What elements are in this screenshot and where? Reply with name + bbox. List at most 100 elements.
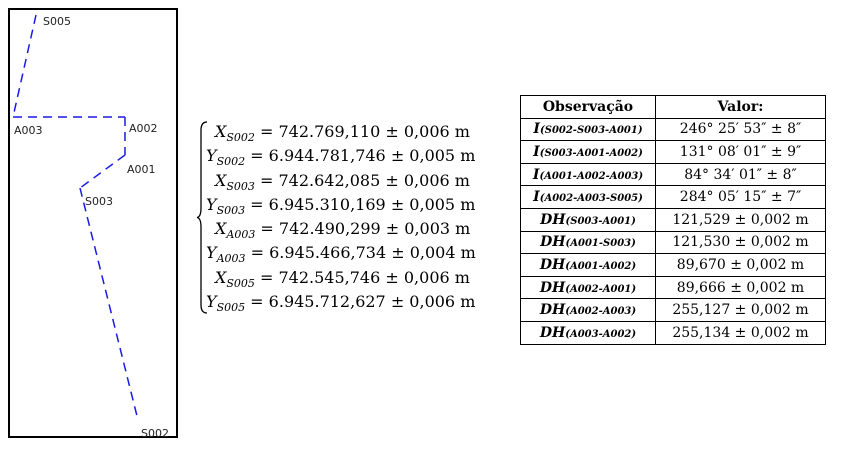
observation-value: 131° 08′ 01″ ± 9″ [655,140,826,164]
observation-stations: (A002-A003-S005) [539,193,643,205]
table-row: DH(S003-A001) 121,529 ± 0,002 m [520,207,826,232]
observation-value: 284° 05′ 15″ ± 7″ [655,185,826,209]
observation-cell: DH(S003-A001) [520,207,656,232]
table-row: DH(A001-S003) 121,530 ± 0,002 m [520,230,826,255]
coordinate-variable: Y [206,243,217,263]
observation-symbol: DH [540,211,566,228]
table-body: I(S002-S003-A001) 246° 25′ 53″ ± 8″ I(S003… [520,117,826,345]
traverse-segment-s005-a003 [12,14,37,118]
traverse-segment-a001-s003 [79,154,126,189]
coordinate-variable: Y [206,292,217,312]
observation-stations: (S003-A001) [565,215,636,227]
observation-symbol: I [533,143,540,160]
observation-stations: (A003-A002) [565,328,637,340]
coordinate-line: YS005 = 6.945.712,627 ± 0,006 m [206,290,486,314]
observation-cell: I(A002-A003-S005) [520,185,656,209]
traverse-svg: S005 A003 A002 A001 S003 S002 [12,14,169,440]
coordinate-station: S003 [226,179,255,193]
station-label-s002: S002 [141,427,169,440]
coordinate-lines: XS002 = 742.769,110 ± 0,006 m YS002 = 6.9… [206,120,486,314]
observation-symbol: I [533,121,540,138]
coordinate-line: YS003 = 6.945.310,169 ± 0,005 m [206,193,486,217]
observation-cell: I(A001-A002-A003) [520,162,656,187]
coordinate-station: S002 [216,155,246,169]
coordinate-variable: Y [206,194,217,214]
table-row: I(S003-A001-A002) 131° 08′ 01″ ± 9″ [520,140,826,164]
observation-stations: (S002-S003-A001) [539,125,643,137]
coordinate-line: XS002 = 742.769,110 ± 0,006 m [206,120,486,144]
observation-symbol: DH [539,279,566,296]
coordinate-station: A003 [226,228,256,242]
observation-cell: I(S002-S003-A001) [520,117,656,142]
observation-stations: (S003-A001-A002) [539,147,643,159]
observation-cell: DH(A001-A002) [520,253,656,277]
traverse-segment-s003-s002 [79,187,139,421]
coordinate-line: YA003 = 6.945.466,734 ± 0,004 m [206,241,486,265]
coordinate-station: S005 [226,276,255,290]
coordinate-station: A003 [216,252,246,266]
coordinate-line: XS003 = 742.642,085 ± 0,006 m [206,169,486,193]
station-label-a001: A001 [127,163,156,176]
station-label-a002: A002 [129,122,158,135]
observation-value: 255,134 ± 0,002 m [655,320,826,345]
coordinate-value: = 742.642,085 ± 0,006 m [254,170,470,190]
table-row: DH(A002-A001) 89,666 ± 0,002 m [520,275,826,300]
coordinate-value: = 742.490,299 ± 0,003 m [255,219,471,239]
observation-symbol: I [533,189,540,206]
table-row: DH(A002-A003) 255,127 ± 0,002 m [520,298,826,322]
coordinate-value: = 742.769,110 ± 0,006 m [254,122,470,141]
observation-cell: DH(A003-A002) [520,320,656,345]
coordinate-station: S003 [216,203,246,217]
table-header-row: Observação Valor: [520,95,826,119]
observation-symbol: DH [539,302,566,319]
table-row: I(A002-A003-S005) 284° 05′ 15″ ± 7″ [520,185,826,209]
coordinate-value: = 6.945.466,734 ± 0,004 m [245,243,476,263]
observation-stations: (A002-A001) [565,283,637,295]
observation-value: 246° 25′ 53″ ± 8″ [655,117,826,142]
coordinate-value: = 6.945.712,627 ± 0,006 m [245,292,476,312]
coordinates-system: XS002 = 742.769,110 ± 0,006 m YS002 = 6.9… [196,120,486,315]
coordinate-value: = 6.945.310,169 ± 0,005 m [245,194,476,214]
table-row: DH(A001-A002) 89,670 ± 0,002 m [520,253,826,277]
coordinate-line: XS005 = 742.545,746 ± 0,006 m [206,266,486,290]
observation-value: 255,127 ± 0,002 m [655,298,826,322]
table-row: DH(A003-A002) 255,134 ± 0,002 m [520,320,826,345]
observations-table: Observação Valor: I(S002-S003-A001) 246° … [520,95,826,345]
coordinate-station: S002 [226,131,255,144]
observation-value: 121,529 ± 0,002 m [655,207,826,232]
observation-cell: DH(A002-A001) [520,275,656,300]
observation-symbol: DH [539,324,566,341]
traverse-diagram: S005 A003 A002 A001 S003 S002 [8,8,178,440]
left-brace-icon [196,121,208,314]
observation-value: 121,530 ± 0,002 m [655,230,826,255]
coordinate-value: = 6.944.781,746 ± 0,005 m [245,146,476,166]
observation-stations: (A001-A002) [565,260,637,272]
observation-stations: (A001-A002-A003) [539,170,644,182]
observation-symbol: DH [540,234,566,251]
coordinate-variable: X [215,267,227,287]
observation-value: 89,666 ± 0,002 m [655,275,826,300]
table-row: I(A001-A002-A003) 84° 34′ 01″ ± 8″ [520,162,826,187]
coordinate-value: = 742.545,746 ± 0,006 m [254,267,470,287]
station-label-s005: S005 [43,15,71,28]
observation-symbol: I [532,166,540,183]
header-valor: Valor: [655,95,826,119]
observation-value: 89,670 ± 0,002 m [655,253,826,277]
coordinate-variable: Y [206,146,217,166]
coordinate-variable: X [215,122,227,141]
observation-cell: I(S003-A001-A002) [520,140,656,164]
coordinate-station: S005 [216,301,246,315]
observation-value: 84° 34′ 01″ ± 8″ [655,162,826,187]
observation-symbol: DH [539,256,566,273]
coordinate-line: YS002 = 6.944.781,746 ± 0,005 m [206,144,486,168]
table-row: I(S002-S003-A001) 246° 25′ 53″ ± 8″ [520,117,826,142]
coordinate-variable: X [215,170,227,190]
observation-cell: DH(A001-S003) [520,230,656,255]
coordinate-variable: X [215,219,227,239]
station-label-a003: A003 [14,124,43,137]
observation-stations: (A002-A003) [565,306,637,318]
station-label-s003: S003 [85,195,113,208]
header-observacao: Observação [520,95,656,119]
observation-stations: (A001-S003) [565,238,636,250]
observation-cell: DH(A002-A003) [520,298,656,322]
